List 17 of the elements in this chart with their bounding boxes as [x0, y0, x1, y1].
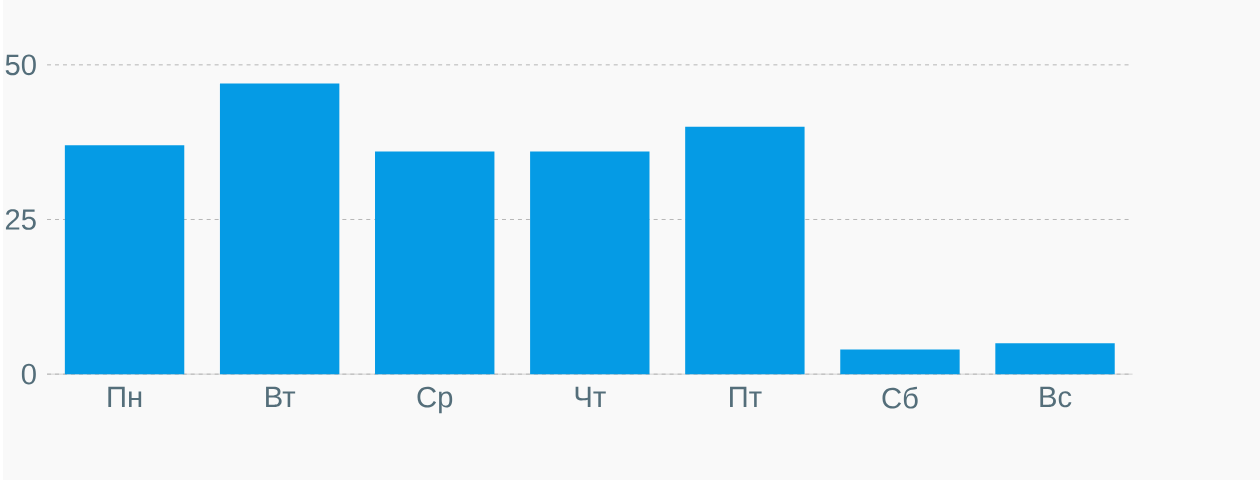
bar	[219, 83, 340, 375]
x-tick-label: Сб	[882, 386, 918, 409]
bar	[995, 343, 1115, 375]
x-tick-label: Пт	[730, 386, 762, 408]
bar	[685, 126, 805, 375]
x-tick-label: Пн	[108, 386, 142, 408]
y-tick-label: 50	[5, 54, 36, 76]
x-tick-label: Ср	[417, 386, 453, 414]
bar	[375, 151, 495, 375]
x-tick-label: Вс	[1040, 386, 1072, 408]
y-tick-label: 25	[5, 209, 36, 230]
x-tick-label: Чт	[575, 386, 606, 408]
y-tick-label: 0	[21, 363, 36, 385]
x-tick-label: Вт	[266, 386, 296, 408]
bar	[840, 349, 960, 375]
bar	[530, 151, 650, 375]
bar	[64, 145, 185, 375]
